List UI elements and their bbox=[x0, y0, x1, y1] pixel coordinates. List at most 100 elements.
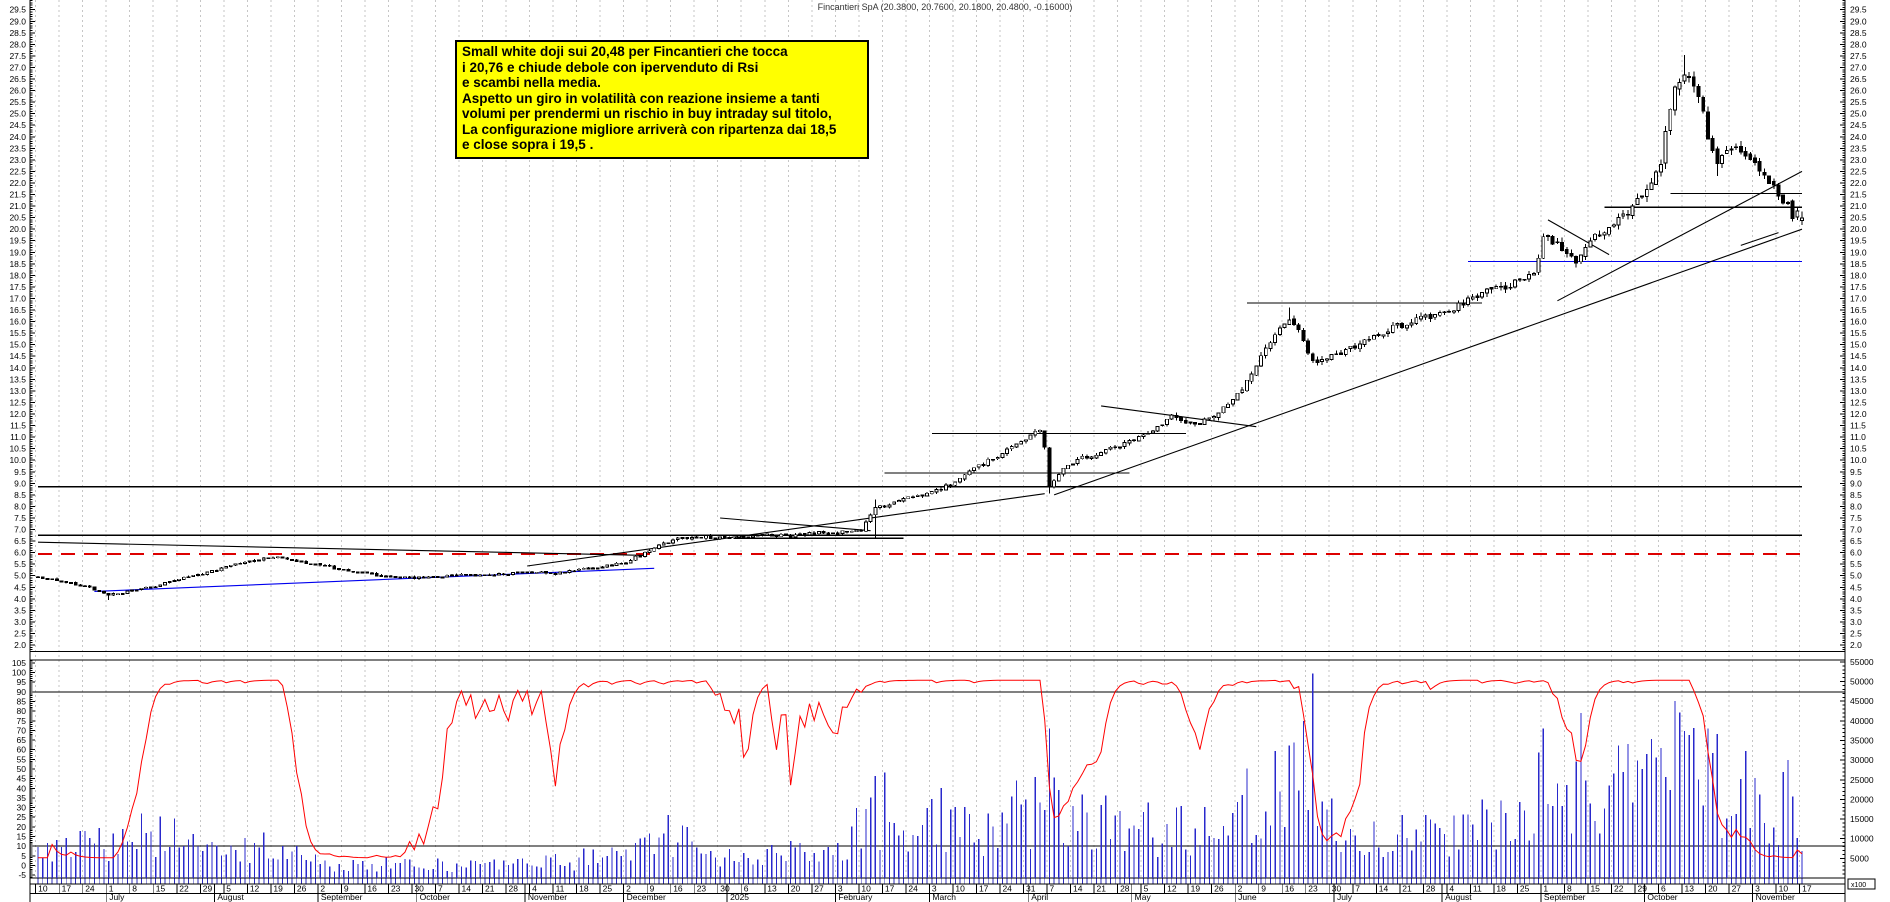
svg-text:25000: 25000 bbox=[1850, 775, 1874, 785]
note-line: i 20,76 e chiude debole con ipervenduto … bbox=[462, 59, 759, 75]
svg-text:23.0: 23.0 bbox=[9, 155, 26, 165]
svg-text:70: 70 bbox=[17, 725, 27, 735]
svg-text:7.5: 7.5 bbox=[1850, 513, 1862, 523]
svg-text:3.5: 3.5 bbox=[14, 605, 26, 615]
svg-text:9.5: 9.5 bbox=[14, 467, 26, 477]
svg-text:27.0: 27.0 bbox=[1850, 62, 1867, 72]
svg-text:17.0: 17.0 bbox=[1850, 293, 1867, 303]
svg-text:2.0: 2.0 bbox=[14, 640, 26, 650]
svg-text:7.0: 7.0 bbox=[14, 525, 26, 535]
svg-text:28: 28 bbox=[1426, 884, 1436, 894]
svg-text:30: 30 bbox=[17, 803, 27, 813]
svg-text:12.5: 12.5 bbox=[9, 397, 26, 407]
svg-text:14: 14 bbox=[1073, 884, 1083, 894]
svg-text:75: 75 bbox=[17, 716, 27, 726]
svg-text:4: 4 bbox=[1449, 884, 1454, 894]
candlestick-series[interactable] bbox=[36, 54, 1804, 600]
svg-text:November: November bbox=[528, 892, 567, 902]
svg-text:3.0: 3.0 bbox=[14, 617, 26, 627]
svg-text:7: 7 bbox=[1050, 884, 1055, 894]
svg-text:December: December bbox=[627, 892, 666, 902]
svg-text:12.5: 12.5 bbox=[1850, 397, 1867, 407]
svg-text:September: September bbox=[1544, 892, 1586, 902]
svg-text:24: 24 bbox=[1002, 884, 1012, 894]
svg-text:9: 9 bbox=[344, 884, 349, 894]
svg-text:20: 20 bbox=[1708, 884, 1718, 894]
svg-text:16: 16 bbox=[1285, 884, 1295, 894]
svg-text:100: 100 bbox=[12, 668, 26, 678]
svg-text:16.5: 16.5 bbox=[9, 305, 26, 315]
svg-text:8.5: 8.5 bbox=[1850, 490, 1862, 500]
svg-text:1: 1 bbox=[1543, 884, 1548, 894]
rsi-indicator-line[interactable] bbox=[38, 679, 1803, 859]
svg-text:29: 29 bbox=[1638, 884, 1648, 894]
svg-text:10.5: 10.5 bbox=[1850, 444, 1867, 454]
svg-text:2.5: 2.5 bbox=[14, 628, 26, 638]
svg-text:29.5: 29.5 bbox=[1850, 5, 1867, 15]
svg-text:-5: -5 bbox=[18, 870, 26, 880]
svg-text:11.0: 11.0 bbox=[10, 432, 26, 442]
svg-text:17: 17 bbox=[885, 884, 895, 894]
svg-text:16.0: 16.0 bbox=[9, 317, 26, 327]
svg-text:17: 17 bbox=[1802, 884, 1812, 894]
svg-text:x100: x100 bbox=[1851, 882, 1866, 889]
svg-text:26: 26 bbox=[297, 884, 307, 894]
svg-text:5: 5 bbox=[21, 851, 26, 861]
svg-text:25: 25 bbox=[603, 884, 613, 894]
svg-text:31: 31 bbox=[1026, 884, 1036, 894]
svg-text:18.5: 18.5 bbox=[9, 259, 26, 269]
support-resistance-lines[interactable] bbox=[38, 192, 1802, 555]
svg-text:3: 3 bbox=[932, 884, 937, 894]
svg-text:18: 18 bbox=[579, 884, 589, 894]
svg-text:21.0: 21.0 bbox=[9, 201, 26, 211]
svg-text:8: 8 bbox=[1567, 884, 1572, 894]
note-line: La configurazione migliore arriverà con … bbox=[462, 121, 837, 137]
svg-text:22.5: 22.5 bbox=[1850, 166, 1867, 176]
svg-text:21: 21 bbox=[485, 884, 495, 894]
svg-text:14: 14 bbox=[1379, 884, 1389, 894]
svg-text:85: 85 bbox=[17, 696, 27, 706]
svg-text:7.0: 7.0 bbox=[1850, 525, 1862, 535]
svg-text:17: 17 bbox=[979, 884, 989, 894]
svg-text:9.0: 9.0 bbox=[14, 478, 26, 488]
svg-text:5.5: 5.5 bbox=[1850, 559, 1862, 569]
svg-text:28.5: 28.5 bbox=[9, 28, 26, 38]
svg-text:5.0: 5.0 bbox=[1850, 571, 1862, 581]
analyst-note-box[interactable]: Small white doji sui 20,48 per Fincantie… bbox=[455, 40, 869, 159]
note-line: Aspetto un giro in volatilità con reazio… bbox=[462, 90, 820, 106]
svg-text:24.0: 24.0 bbox=[9, 132, 26, 142]
trend-lines[interactable] bbox=[37, 170, 1803, 592]
svg-text:7: 7 bbox=[438, 884, 443, 894]
svg-text:35000: 35000 bbox=[1850, 736, 1874, 746]
svg-text:20.0: 20.0 bbox=[1850, 224, 1867, 234]
svg-text:15.0: 15.0 bbox=[1850, 340, 1867, 350]
svg-text:23.5: 23.5 bbox=[1850, 143, 1867, 153]
svg-text:20000: 20000 bbox=[1850, 794, 1874, 804]
svg-text:4.5: 4.5 bbox=[1850, 582, 1862, 592]
svg-text:10: 10 bbox=[17, 841, 27, 851]
svg-text:4: 4 bbox=[532, 884, 537, 894]
svg-text:13.5: 13.5 bbox=[1850, 374, 1867, 384]
svg-text:95: 95 bbox=[17, 677, 27, 687]
svg-text:30: 30 bbox=[1332, 884, 1342, 894]
svg-text:10: 10 bbox=[955, 884, 965, 894]
svg-text:16.5: 16.5 bbox=[1850, 305, 1867, 315]
volume-bars[interactable] bbox=[37, 673, 1803, 878]
note-line: volumi per prendermi un rischio in buy i… bbox=[462, 106, 832, 121]
svg-text:25: 25 bbox=[17, 812, 27, 822]
weekly-gridlines bbox=[35, 0, 1801, 878]
svg-text:19.5: 19.5 bbox=[1850, 236, 1867, 246]
svg-text:June: June bbox=[1238, 892, 1257, 902]
svg-text:3: 3 bbox=[1755, 884, 1760, 894]
svg-text:November: November bbox=[1756, 892, 1795, 902]
svg-text:65: 65 bbox=[17, 735, 27, 745]
svg-text:19: 19 bbox=[1191, 884, 1201, 894]
indicator-axis: -505101520253035404550556065707580859095… bbox=[12, 658, 35, 880]
svg-text:2: 2 bbox=[320, 884, 325, 894]
svg-text:11.5: 11.5 bbox=[1850, 421, 1866, 431]
svg-text:23: 23 bbox=[1308, 884, 1318, 894]
svg-text:3: 3 bbox=[838, 884, 843, 894]
note-line: e close sopra i 19,5 . bbox=[462, 137, 594, 152]
svg-text:45: 45 bbox=[17, 774, 27, 784]
